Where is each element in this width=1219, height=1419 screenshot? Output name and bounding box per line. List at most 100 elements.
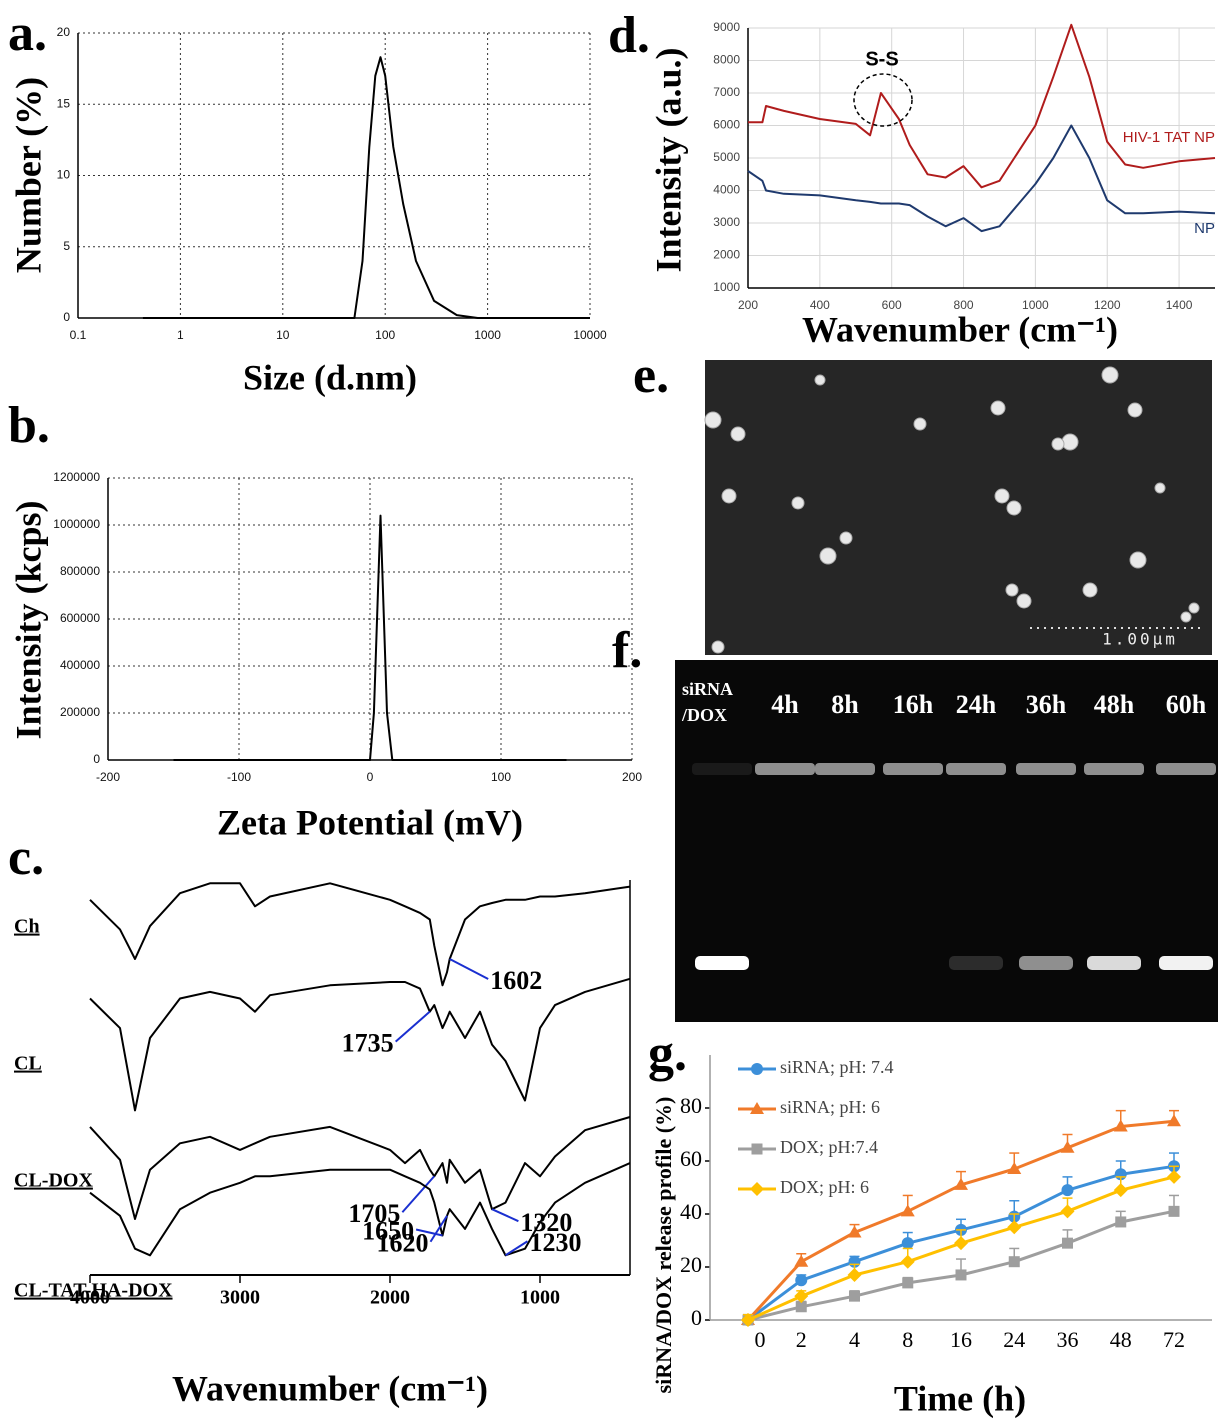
point xyxy=(847,1225,862,1238)
x-tick-label: 400 xyxy=(810,298,830,312)
y-axis-title: siRNA/DOX release profile (%) xyxy=(651,1097,676,1394)
y-tick-label: 10 xyxy=(57,168,71,182)
x-tick-label: 10000 xyxy=(573,328,607,342)
point xyxy=(902,1277,914,1289)
particle xyxy=(814,374,826,386)
point xyxy=(1113,1119,1128,1132)
particle xyxy=(1154,482,1166,494)
y-tick-label: 80 xyxy=(680,1093,702,1118)
legend-marker xyxy=(751,1143,763,1155)
point xyxy=(1167,1169,1181,1184)
y-tick-label: 0 xyxy=(691,1305,702,1330)
lane-label: 24h xyxy=(956,690,997,719)
lane-label: 60h xyxy=(1166,690,1207,719)
y-tick-label: 1000000 xyxy=(53,517,100,531)
x-tick-label: 48 xyxy=(1110,1327,1132,1352)
y-tick-label: 1200000 xyxy=(53,470,100,484)
peak-label: 1620 xyxy=(377,1229,429,1258)
lane-label: 8h xyxy=(831,690,859,719)
data-line xyxy=(89,1162,631,1257)
point xyxy=(794,1289,809,1304)
lane-label: 36h xyxy=(1026,690,1067,719)
lane-label: siRNA /DOX xyxy=(682,679,733,725)
point xyxy=(1007,1220,1022,1235)
annotation: S-S xyxy=(865,48,898,70)
peak-leader xyxy=(491,1208,519,1223)
y-tick-label: 600000 xyxy=(60,611,100,625)
particle xyxy=(994,488,1010,504)
y-tick-label: 7000 xyxy=(713,85,740,99)
point xyxy=(1167,1114,1181,1127)
y-axis-title: Intensity (kcps) xyxy=(8,500,48,739)
well xyxy=(692,763,752,775)
point xyxy=(1008,1256,1020,1268)
legend-marker xyxy=(751,1063,763,1075)
particle xyxy=(1005,583,1019,597)
point xyxy=(901,1237,914,1250)
legend-marker xyxy=(750,1102,764,1114)
x-tick-label: 36 xyxy=(1057,1327,1079,1352)
lane-label: 4h xyxy=(771,690,799,719)
peak-label: 1705 xyxy=(348,1199,400,1228)
x-tick-label: 2000 xyxy=(370,1287,410,1309)
x-tick-label: 1000 xyxy=(474,328,501,342)
well xyxy=(815,763,875,775)
band xyxy=(1087,956,1141,970)
panel-label: c. xyxy=(8,829,44,886)
particle xyxy=(1188,602,1200,614)
particle xyxy=(990,400,1006,416)
peak-leader xyxy=(449,958,489,980)
y-tick-label: 20 xyxy=(680,1252,702,1277)
peak-leader xyxy=(504,1240,529,1257)
y-tick-label: 400000 xyxy=(60,658,100,672)
band xyxy=(1019,956,1073,970)
y-tick-label: 0 xyxy=(63,310,70,324)
y-tick-label: 6000 xyxy=(713,118,740,132)
point xyxy=(741,1313,755,1327)
panel-label: g. xyxy=(648,1025,687,1082)
legend-label: DOX; pH:7.4 xyxy=(780,1137,878,1157)
y-tick-label: 1000 xyxy=(713,280,740,294)
panel-label: b. xyxy=(8,397,50,454)
well xyxy=(1016,763,1076,775)
well xyxy=(1156,763,1216,775)
x-axis-title: Wavenumber (cm⁻¹) xyxy=(172,1368,488,1408)
x-tick-label: 4000 xyxy=(70,1287,110,1309)
point xyxy=(1115,1216,1127,1228)
y-tick-label: 20 xyxy=(57,25,71,39)
series-label: CL xyxy=(14,1053,42,1075)
y-tick-label: 5000 xyxy=(713,150,740,164)
x-tick-label: 600 xyxy=(882,298,902,312)
data-line xyxy=(173,514,567,761)
x-axis-title: Time (h) xyxy=(894,1378,1026,1418)
particle xyxy=(711,640,725,654)
point xyxy=(849,1290,860,1302)
x-tick-label: 3000 xyxy=(220,1287,260,1309)
point xyxy=(900,1204,915,1217)
y-tick-label: 60 xyxy=(680,1146,702,1171)
x-tick-label: 4 xyxy=(849,1327,860,1352)
point xyxy=(1113,1183,1128,1198)
y-tick-label: 40 xyxy=(680,1199,702,1224)
y-tick-label: 3000 xyxy=(713,215,740,229)
particle xyxy=(1016,593,1032,609)
point xyxy=(847,1267,862,1282)
x-axis-title: Size (d.nm) xyxy=(243,357,417,397)
particle xyxy=(1129,551,1147,569)
well xyxy=(1084,763,1144,775)
y-tick-label: 0 xyxy=(93,752,100,766)
particle xyxy=(791,496,805,510)
legend-label: DOX; pH: 6 xyxy=(780,1177,869,1197)
particle xyxy=(721,488,737,504)
x-tick-label: 1400 xyxy=(1166,298,1193,312)
peak-leader xyxy=(415,1228,443,1237)
y-tick-label: 800000 xyxy=(60,564,100,578)
point xyxy=(1060,1140,1075,1153)
scale-bar-label: 1.00μm xyxy=(1102,630,1178,649)
data-line xyxy=(747,124,1216,233)
lane-label: 16h xyxy=(893,690,934,719)
x-axis-title: Wavenumber (cm⁻¹) xyxy=(802,309,1118,349)
data-line xyxy=(142,56,590,319)
peak-label: 1602 xyxy=(490,966,542,995)
